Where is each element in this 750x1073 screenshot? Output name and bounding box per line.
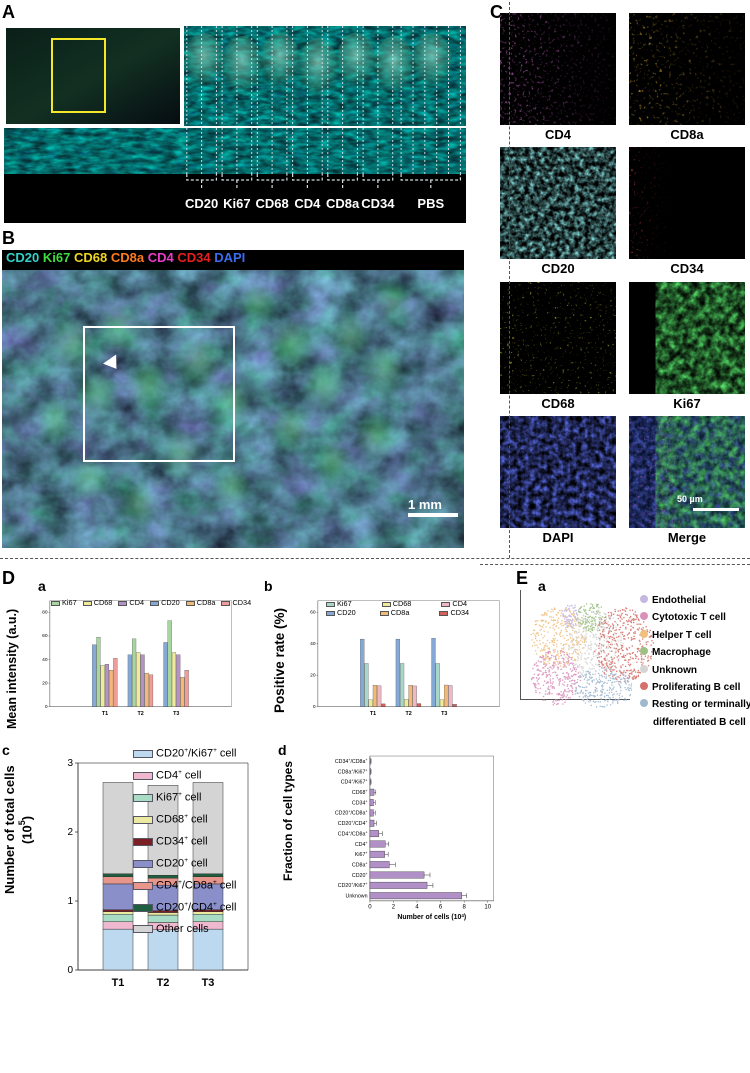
svg-text:0: 0 — [313, 704, 316, 710]
svg-text:60: 60 — [310, 610, 316, 616]
svg-text:0: 0 — [67, 965, 73, 976]
svg-text:CD4+/CD8a+: CD4+/CD8a+ — [338, 830, 368, 837]
svg-text:CD34+: CD34+ — [352, 799, 368, 806]
svg-text:3: 3 — [67, 758, 73, 769]
svg-text:T3: T3 — [441, 711, 447, 717]
svg-text:1: 1 — [67, 896, 73, 907]
svg-text:6: 6 — [439, 905, 443, 911]
svg-text:0: 0 — [45, 704, 48, 710]
svg-text:Ki67+: Ki67+ — [355, 851, 368, 858]
svg-text:CD8a+: CD8a+ — [352, 861, 368, 868]
svg-text:CD20+/CD4+: CD20+/CD4+ — [338, 820, 368, 827]
svg-text:20: 20 — [310, 673, 316, 679]
svg-text:T3: T3 — [173, 711, 179, 717]
svg-text:Number of cells (104): Number of cells (104) — [397, 912, 466, 920]
svg-text:60: 60 — [42, 633, 48, 639]
svg-text:T1: T1 — [102, 711, 108, 717]
svg-text:CD20+/CD8a+: CD20+/CD8a+ — [335, 810, 368, 817]
svg-text:CD68+: CD68+ — [352, 789, 368, 796]
svg-text:40: 40 — [310, 641, 316, 647]
svg-text:20: 20 — [42, 680, 48, 686]
svg-text:CD4+/Ki67+: CD4+/Ki67+ — [341, 779, 368, 786]
svg-text:T2: T2 — [137, 711, 143, 717]
svg-text:T3: T3 — [202, 977, 215, 989]
svg-text:CD4+: CD4+ — [355, 841, 368, 848]
svg-text:CD8a+/Ki67+: CD8a+/Ki67+ — [338, 768, 368, 775]
svg-text:CD20+/Ki67+: CD20+/Ki67+ — [338, 882, 368, 889]
svg-text:2: 2 — [67, 827, 73, 838]
svg-text:CD34+/CD8a+: CD34+/CD8a+ — [335, 758, 368, 765]
svg-text:40: 40 — [42, 657, 48, 663]
svg-text:CD20+: CD20+ — [352, 872, 368, 879]
svg-text:T2: T2 — [405, 711, 411, 717]
svg-text:2: 2 — [392, 905, 396, 911]
svg-text:Unknown: Unknown — [346, 894, 368, 900]
svg-text:T1: T1 — [370, 711, 376, 717]
svg-text:80: 80 — [42, 610, 48, 616]
svg-text:10: 10 — [484, 905, 491, 911]
svg-text:T1: T1 — [112, 977, 125, 989]
svg-text:4: 4 — [415, 905, 419, 911]
svg-text:0: 0 — [368, 905, 372, 911]
svg-text:8: 8 — [463, 905, 467, 911]
svg-text:T2: T2 — [157, 977, 170, 989]
